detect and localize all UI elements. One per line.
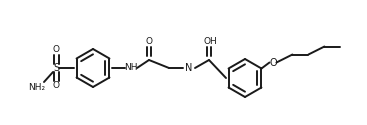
Text: O: O [270, 58, 277, 68]
Text: N: N [185, 63, 193, 73]
Text: O: O [52, 46, 59, 54]
Text: OH: OH [203, 36, 217, 46]
Text: NH: NH [124, 64, 138, 72]
Text: O: O [52, 82, 59, 90]
Text: O: O [145, 38, 153, 46]
Text: S: S [53, 63, 59, 73]
Text: NH₂: NH₂ [28, 84, 46, 92]
